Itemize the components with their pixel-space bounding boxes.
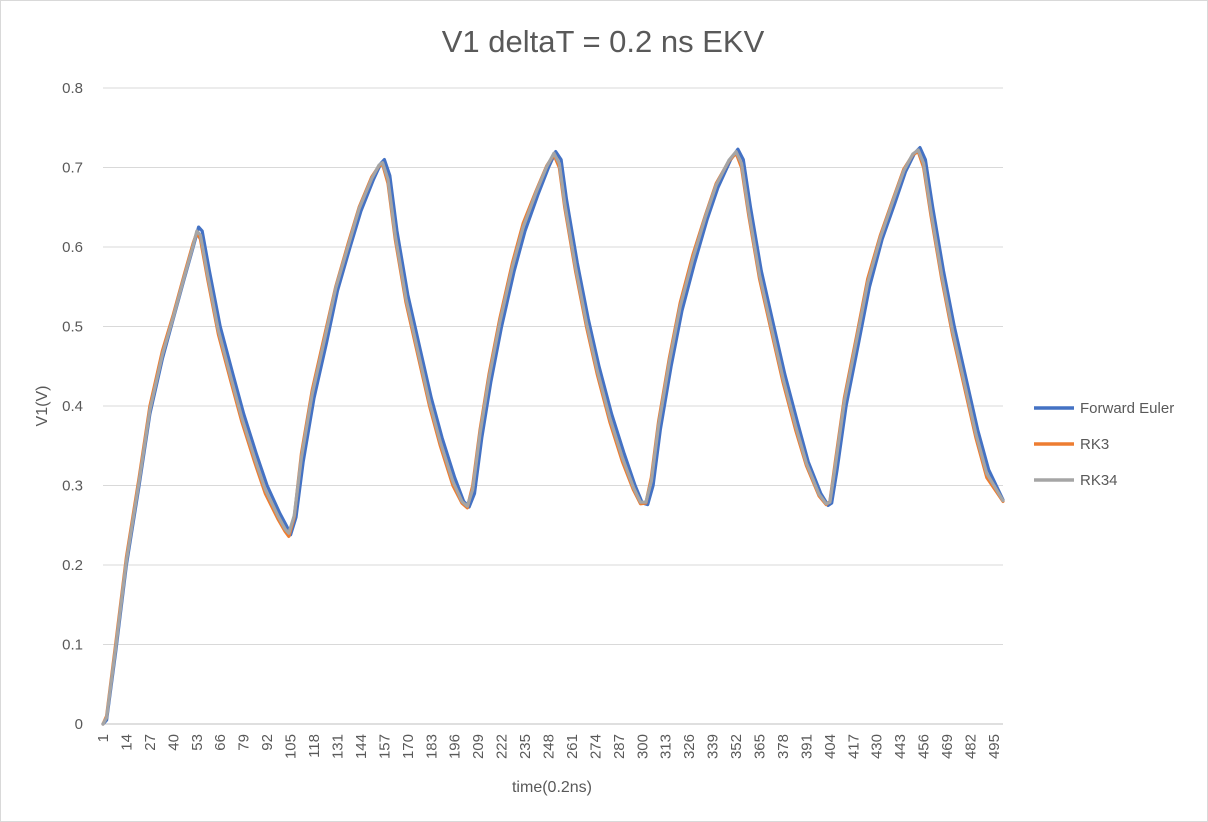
x-tick-label: 313: [658, 734, 675, 759]
x-tick-label: 105: [283, 734, 300, 759]
x-tick-label: 417: [845, 734, 862, 759]
y-axis-ticks: 0 0.1 0.2 0.3 0.4 0.5 0.6 0.7 0.8: [62, 80, 83, 733]
legend-label: RK3: [1080, 436, 1109, 453]
x-tick-label: 365: [752, 734, 769, 759]
x-tick-label: 92: [259, 734, 276, 751]
x-tick-label: 339: [705, 734, 722, 759]
gridlines: [103, 87, 1003, 725]
y-tick-label: 0.5: [62, 319, 83, 336]
x-tick-label: 79: [236, 734, 253, 751]
x-axis-ticks: 1 14 27 40 53 66 79 92 105 118 131 144 157 170 183 196 2…: [95, 734, 1003, 759]
series-lines: [101, 146, 1005, 726]
y-tick-label: 0.8: [62, 80, 83, 97]
x-tick-label: 235: [517, 734, 534, 759]
x-tick-label: 391: [798, 734, 815, 759]
y-axis-label: V1(V): [34, 386, 51, 427]
x-tick-label: 443: [892, 734, 909, 759]
y-tick-label: 0.6: [62, 239, 83, 256]
x-tick-label: 144: [353, 734, 370, 759]
x-tick-label: 1: [95, 734, 112, 742]
y-tick-label: 0.3: [62, 478, 83, 495]
x-tick-label: 274: [587, 734, 604, 759]
x-tick-label: 352: [728, 734, 745, 759]
x-tick-label: 300: [634, 734, 651, 759]
legend-label: Forward Euler: [1080, 400, 1174, 417]
series-line-3: [101, 148, 1005, 726]
x-tick-label: 14: [118, 734, 135, 751]
x-tick-label: 196: [447, 734, 464, 759]
x-tick-label: 209: [470, 734, 487, 759]
x-tick-label: 53: [189, 734, 206, 751]
x-tick-label: 482: [963, 734, 980, 759]
series-line-1: [101, 146, 1005, 726]
y-tick-label: 0.2: [62, 557, 83, 574]
x-tick-label: 495: [986, 734, 1003, 759]
x-tick-label: 404: [822, 734, 839, 759]
y-tick-label: 0: [75, 716, 83, 733]
x-tick-label: 456: [916, 734, 933, 759]
x-tick-label: 261: [564, 734, 581, 759]
x-tick-label: 287: [611, 734, 628, 759]
x-tick-label: 131: [329, 734, 346, 759]
legend-label: RK34: [1080, 472, 1118, 489]
y-tick-label: 0.4: [62, 398, 83, 415]
x-axis-label: time(0.2ns): [512, 779, 592, 796]
x-tick-label: 378: [775, 734, 792, 759]
x-tick-label: 170: [400, 734, 417, 759]
x-tick-label: 157: [376, 734, 393, 759]
x-tick-label: 118: [306, 734, 323, 758]
series-line-2: [101, 150, 1005, 726]
x-tick-label: 183: [423, 734, 440, 759]
x-tick-label: 326: [681, 734, 698, 759]
x-tick-label: 66: [212, 734, 229, 751]
x-tick-label: 27: [142, 734, 159, 751]
x-tick-label: 248: [540, 734, 557, 759]
y-tick-label: 0.7: [62, 160, 83, 177]
x-tick-label: 222: [494, 734, 511, 759]
y-tick-label: 0.1: [62, 637, 83, 654]
x-tick-label: 40: [165, 734, 182, 751]
x-tick-label: 469: [939, 734, 956, 759]
legend: Forward Euler RK3 RK34: [1034, 400, 1174, 489]
chart-title: V1 deltaT = 0.2 ns EKV: [442, 24, 765, 59]
x-tick-label: 430: [869, 734, 886, 759]
